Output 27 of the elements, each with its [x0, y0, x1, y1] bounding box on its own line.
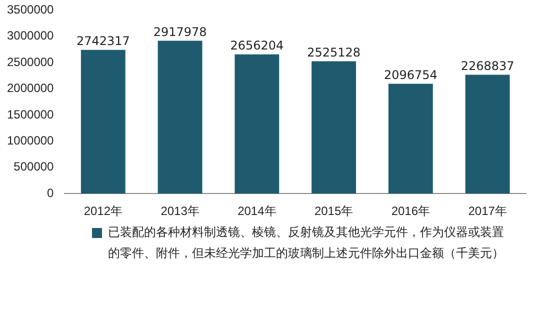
y-tick-label: 3500000 [7, 2, 54, 17]
y-tick-label: 2000000 [7, 81, 54, 96]
data-label: 2096754 [384, 68, 438, 82]
data-label: 2268837 [460, 58, 514, 73]
x-tick-label: 2016年 [391, 204, 430, 218]
legend-label: 已装配的各种材料制透镜、棱镜、反射镜及其他光学元件，作为仪器或装置的零件、附件，但未经光学加工的玻璃制上述元件除外出口金额（千美元） [108, 224, 505, 262]
y-tick-label: 500000 [14, 160, 54, 174]
y-tick-label: 2500000 [7, 54, 54, 69]
bar [312, 61, 356, 194]
x-tick-label: 2014年 [238, 204, 276, 218]
bar [388, 84, 433, 194]
bar [80, 50, 126, 194]
x-tick-label: 2017年 [468, 204, 507, 218]
data-label: 2525128 [307, 45, 361, 60]
bar [465, 74, 510, 194]
data-label: 2656204 [230, 38, 284, 53]
data-label: 2917978 [153, 24, 207, 39]
x-tick-label: 2013年 [160, 204, 200, 218]
data-label: 2742317 [76, 34, 130, 48]
y-tick-label: 0 [47, 186, 54, 200]
y-tick-label: 1000000 [7, 134, 54, 148]
bar [158, 40, 202, 194]
y-tick-label: 1500000 [7, 107, 54, 122]
y-tick-label: 3000000 [7, 28, 54, 43]
x-tick-label: 2015年 [314, 204, 354, 218]
bar [234, 54, 280, 194]
x-tick-label: 2012年 [84, 204, 123, 218]
